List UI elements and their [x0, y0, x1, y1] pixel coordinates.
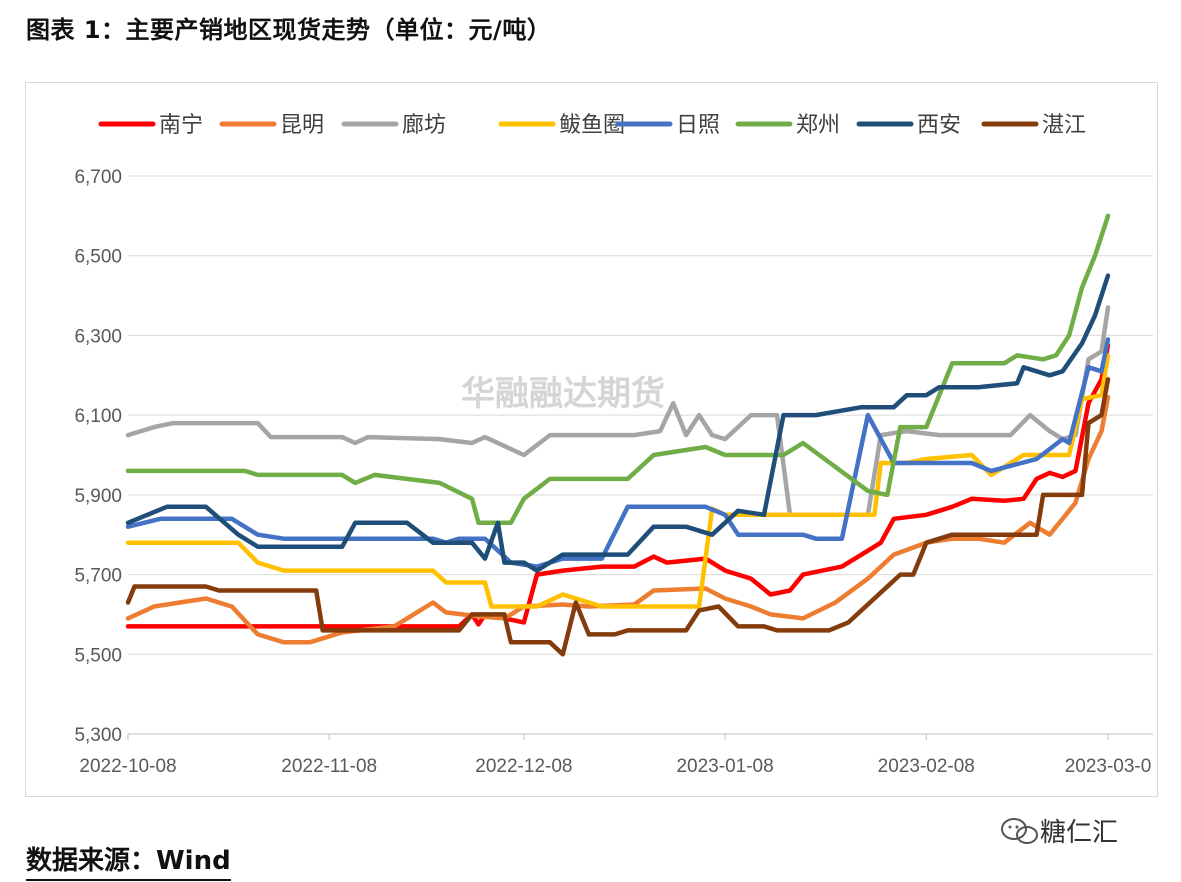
y-tick-label: 6,700	[74, 167, 122, 188]
series-lines	[125, 213, 1111, 657]
chart-frame: 5,300 5,500 5,700 5,900 6,100 6,300 6,500 6,700…	[25, 82, 1158, 797]
series-line-廊坊	[125, 305, 1111, 518]
x-tick-label: 2022-12-08	[475, 756, 572, 777]
grid-lines	[128, 175, 1153, 735]
data-source-note: 数据来源：Wind	[26, 840, 231, 881]
watermark: 华融融达期货	[461, 374, 665, 414]
brand-watermark: 糖仁汇	[1040, 818, 1119, 848]
watermark-text: 华融融达期货	[461, 374, 665, 414]
x-tick-label: 2023-02-08	[878, 756, 975, 777]
series-line-日照	[125, 337, 1111, 569]
legend-label: 日照	[676, 113, 720, 138]
x-tick-label: 2023-03-0	[1065, 756, 1152, 777]
y-tick-label: 5,700	[74, 566, 122, 587]
series-line-南宁	[125, 343, 1111, 629]
series-line-郑州	[125, 213, 1111, 526]
legend: 南宁 昆明 廊坊 鲅鱼圈 日照 郑州 西安 湛江	[98, 113, 1086, 138]
x-tick-label: 2023-01-08	[676, 756, 773, 777]
x-tick-label: 2022-11-08	[281, 756, 377, 777]
y-tick-label: 6,500	[74, 247, 122, 268]
legend-label: 湛江	[1042, 113, 1086, 138]
series-line-湛江	[125, 377, 1111, 657]
figure-title: 图表 1：主要产销地区现货走势（单位：元/吨）	[26, 16, 552, 44]
x-axis-labels: 2022-10-08 2022-11-08 2022-12-08 2023-01-08…	[79, 734, 1151, 777]
legend-label: 西安	[917, 113, 961, 138]
y-axis-labels: 5,300 5,500 5,700 5,900 6,100 6,300 6,500 6,700	[74, 167, 122, 746]
y-tick-label: 6,100	[74, 406, 122, 427]
series-line-昆明	[125, 394, 1111, 645]
legend-label: 南宁	[159, 113, 203, 138]
y-tick-label: 5,300	[74, 725, 122, 746]
series-line-西安	[125, 273, 1111, 573]
x-tick-label: 2022-10-08	[79, 756, 176, 777]
y-tick-label: 5,500	[74, 645, 122, 666]
legend-label: 鲅鱼圈	[559, 113, 625, 138]
legend-label: 郑州	[796, 113, 840, 138]
line-chart: 5,300 5,500 5,700 5,900 6,100 6,300 6,500 6,700…	[74, 113, 1153, 777]
legend-label: 昆明	[280, 113, 324, 138]
legend-label: 廊坊	[402, 113, 446, 138]
series-line-鲅鱼圈	[125, 353, 1111, 609]
y-tick-label: 6,300	[74, 326, 122, 347]
y-tick-label: 5,900	[74, 486, 122, 507]
wechat-icon	[1001, 818, 1038, 844]
